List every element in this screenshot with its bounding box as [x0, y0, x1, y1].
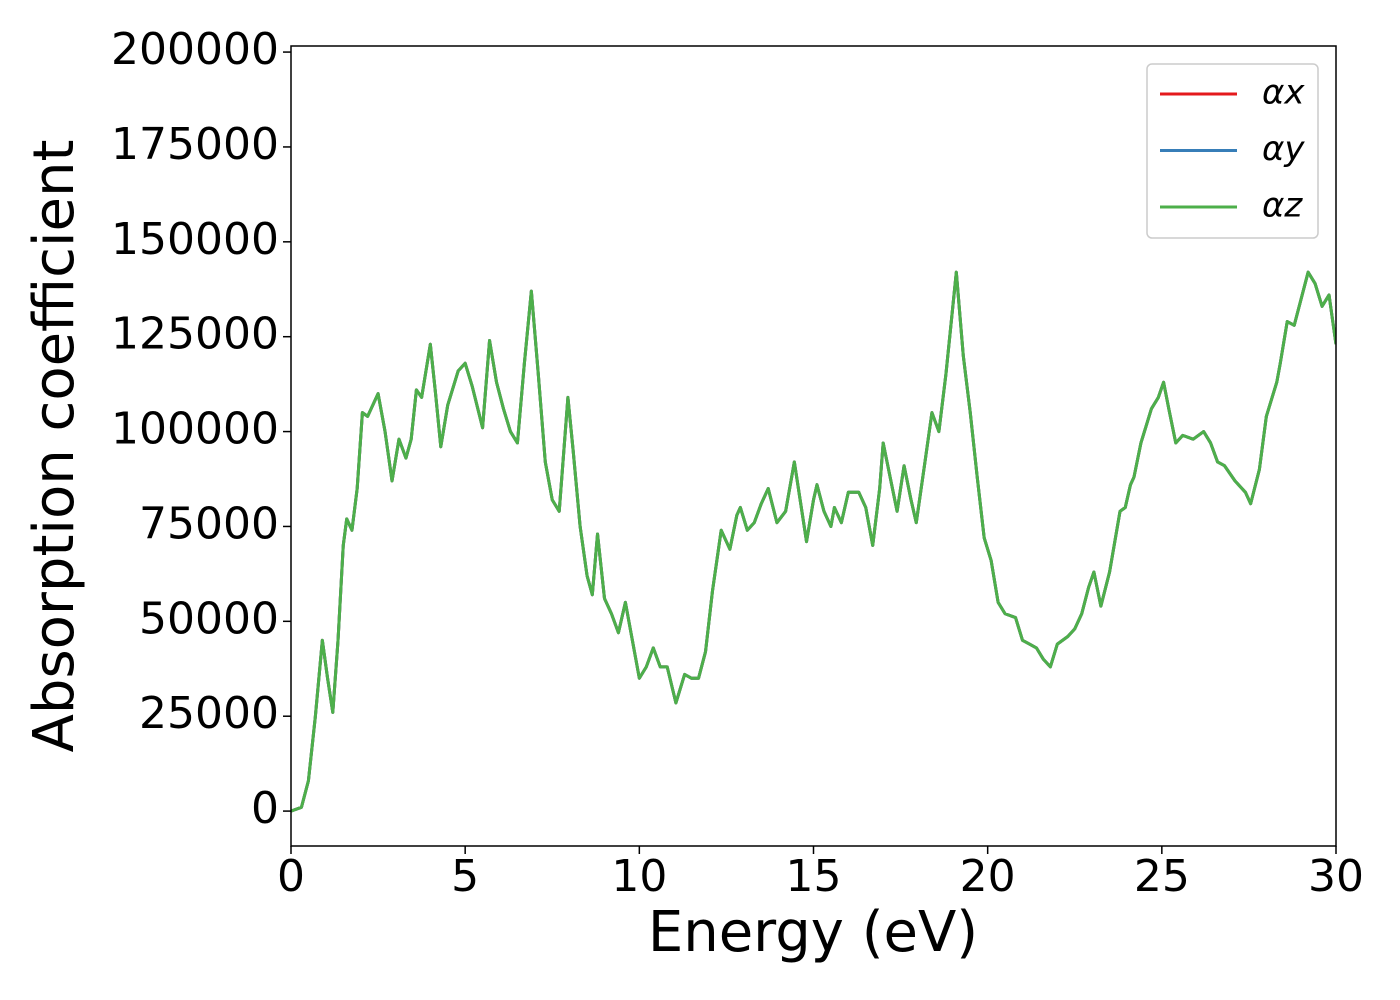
y-tick-label: 0 — [251, 783, 279, 834]
x-axis-label: Energy (eV) — [648, 900, 978, 965]
legend-label: αy — [1262, 129, 1305, 169]
x-tick-label: 30 — [1308, 851, 1364, 902]
y-axis-label: Absorption coefficient — [22, 140, 87, 753]
y-tick-label: 125000 — [111, 309, 279, 360]
x-tick-label: 25 — [1134, 851, 1190, 902]
y-tick-label: 100000 — [111, 404, 279, 455]
x-tick-label: 5 — [451, 851, 479, 902]
y-tick-label: 25000 — [139, 688, 279, 739]
x-tick-label: 0 — [277, 851, 305, 902]
y-tick-label: 175000 — [111, 119, 279, 170]
y-tick-label: 150000 — [111, 214, 279, 265]
legend-label: αx — [1262, 73, 1305, 113]
plot-frame — [290, 45, 1337, 847]
y-tick-label: 75000 — [139, 498, 279, 549]
legend-label: αz — [1262, 186, 1303, 226]
y-tick-label: 200000 — [111, 24, 279, 75]
x-tick-label: 15 — [786, 851, 842, 902]
y-tick-label: 50000 — [139, 593, 279, 644]
x-tick-label: 10 — [611, 851, 667, 902]
x-tick-label: 20 — [960, 851, 1016, 902]
line — [291, 270, 1336, 813]
